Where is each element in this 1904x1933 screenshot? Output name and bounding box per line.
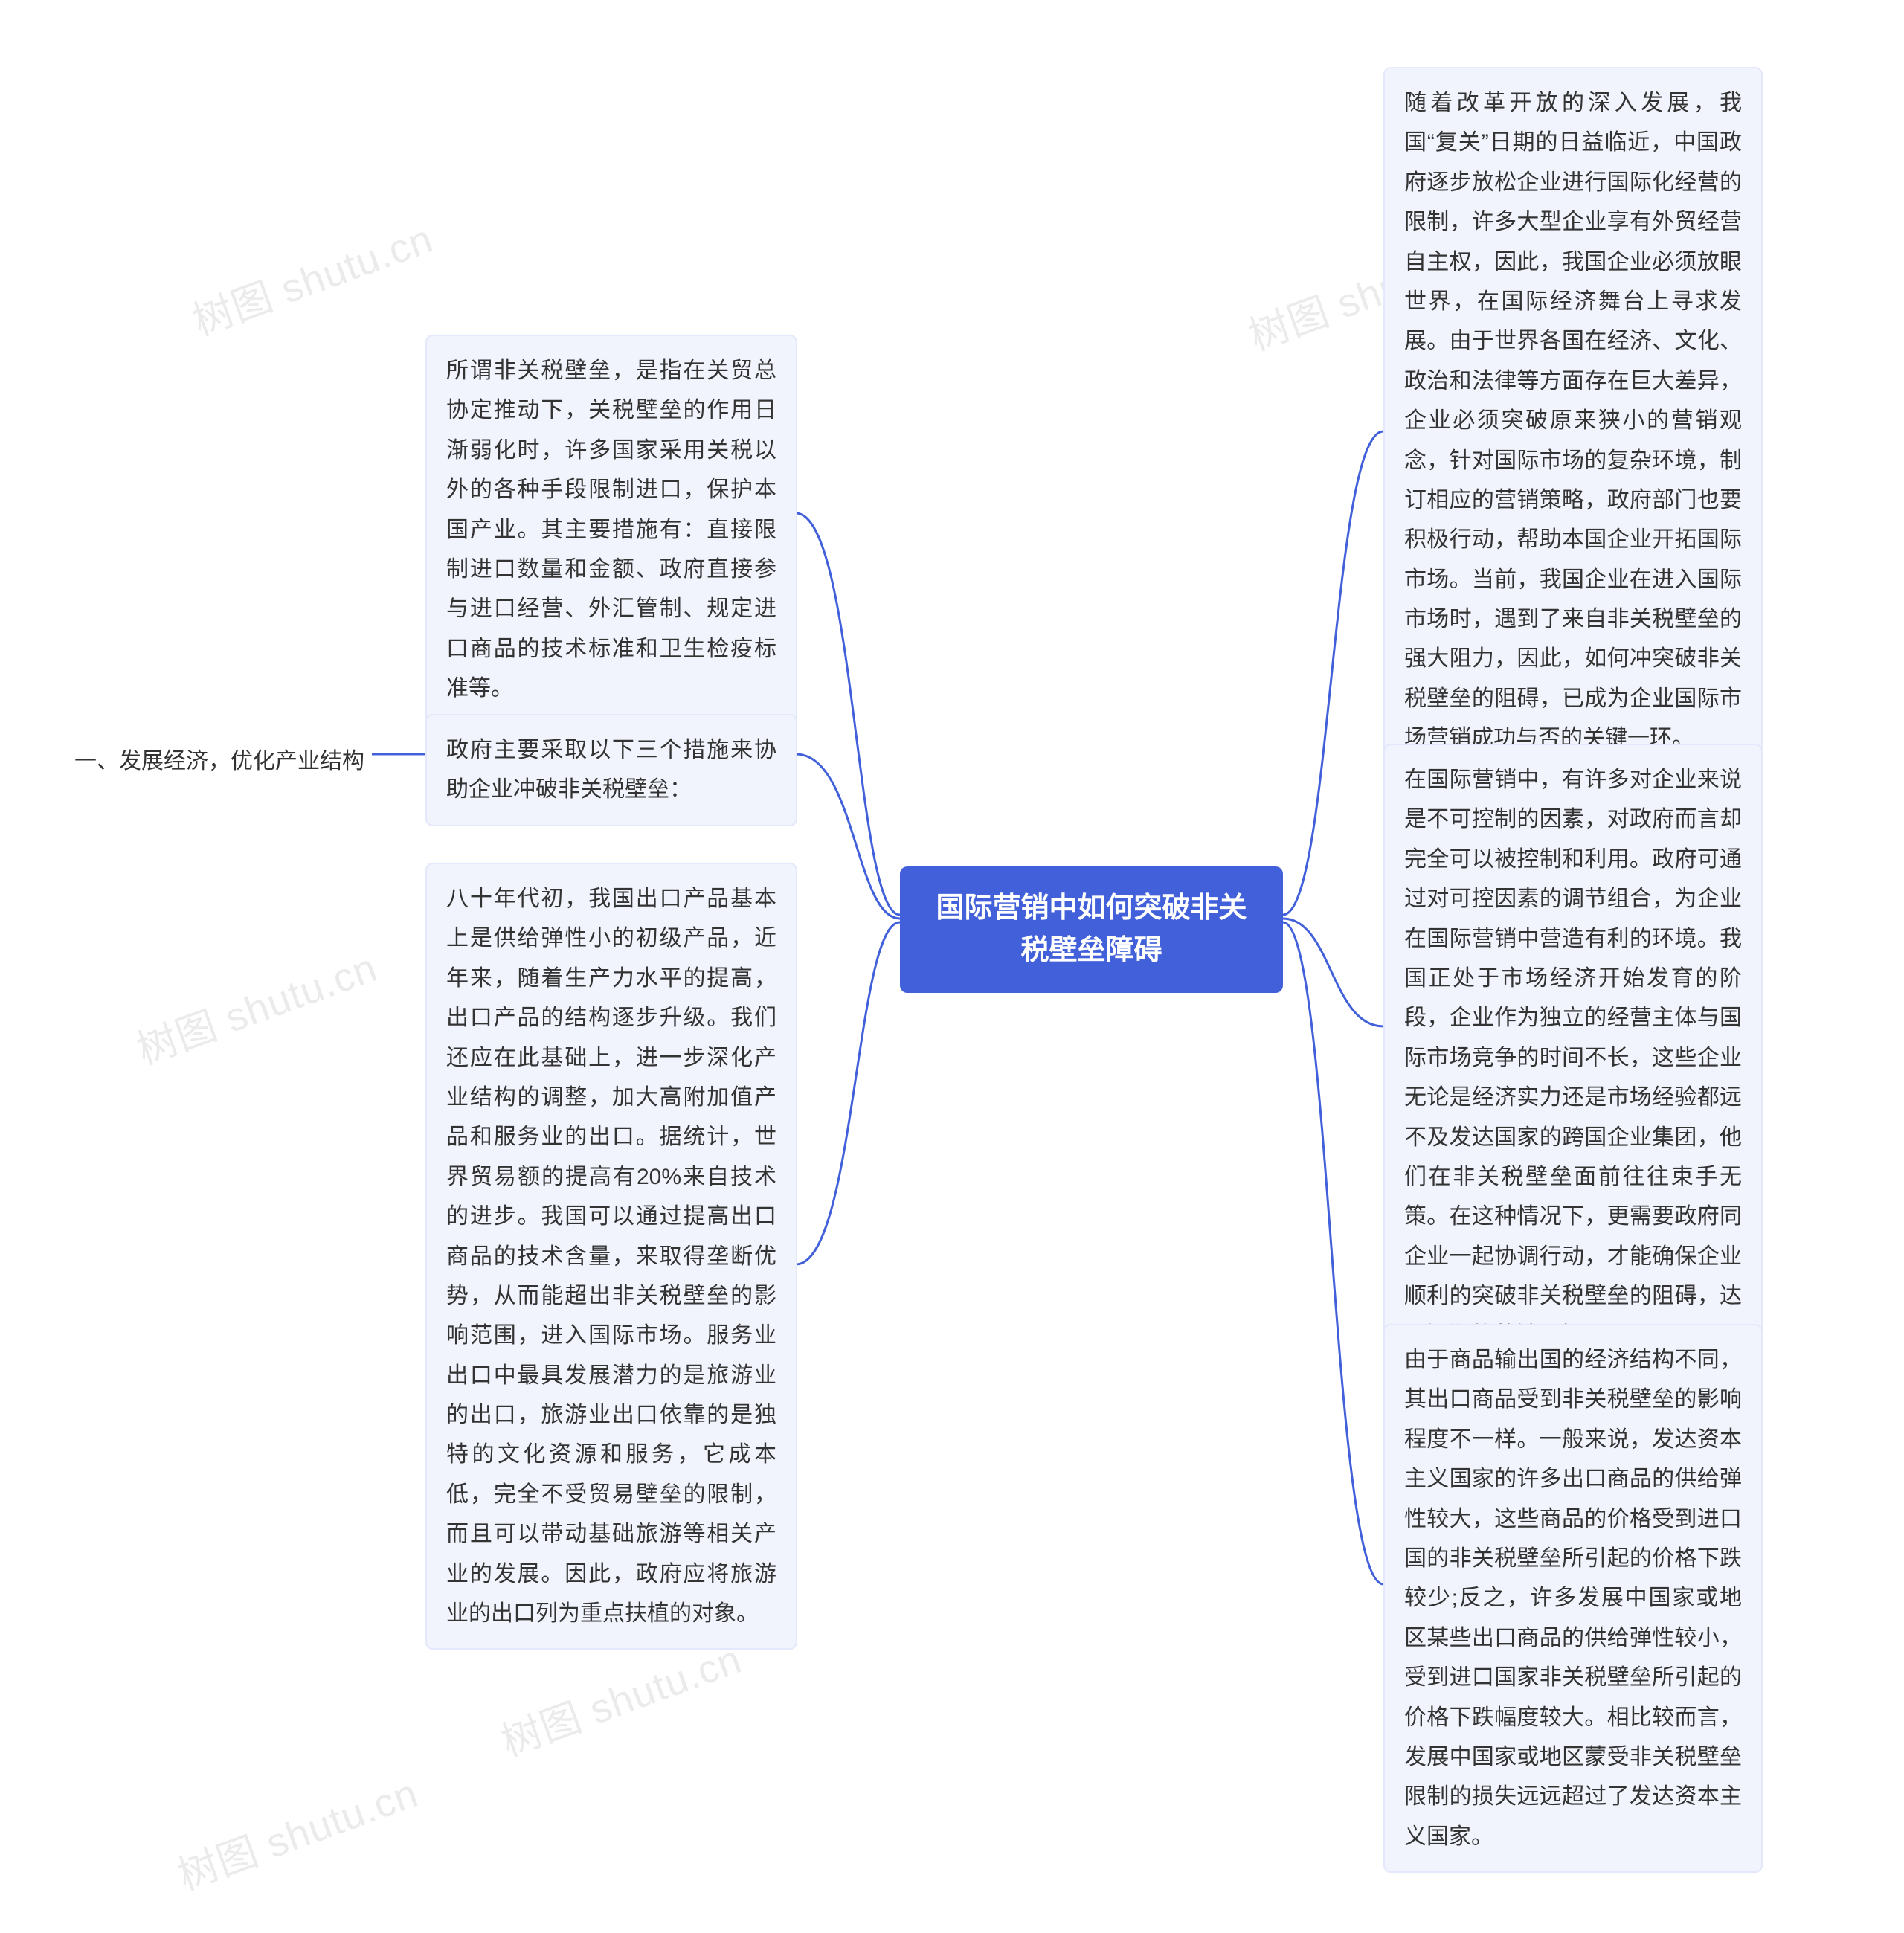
center-line2: 税壁垒障碍 bbox=[925, 930, 1258, 972]
right-node-c-text: 由于商品输出国的经济结构不同，其出口商品受到非关税壁垒的影响程度不一样。一般来说… bbox=[1404, 1348, 1742, 1849]
left-node-a-text: 所谓非关税壁垒，是指在关贸总协定推动下，关税壁垒的作用日渐弱化时，许多国家采用关… bbox=[446, 358, 776, 701]
watermark: 树图 shutu.cn bbox=[183, 206, 440, 347]
right-node-c: 由于商品输出国的经济结构不同，其出口商品受到非关税壁垒的影响程度不一样。一般来说… bbox=[1383, 1324, 1763, 1873]
left-sub-b-text: 一、发展经济，优化产业结构 bbox=[74, 749, 364, 773]
left-node-c-text: 八十年代初，我国出口产品基本上是供给弹性小的初级产品，近年来，随着生产力水平的提… bbox=[446, 887, 776, 1626]
right-node-a: 随着改革开放的深入发展，我国“复关”日期的日益临近，中国政府逐步放松企业进行国际… bbox=[1383, 67, 1763, 775]
right-node-b: 在国际营销中，有许多对企业来说是不可控制的因素，对政府而言却完全可以被控制和利用… bbox=[1383, 744, 1763, 1372]
watermark: 树图 shutu.cn bbox=[168, 1760, 425, 1902]
left-node-a: 所谓非关税壁垒，是指在关贸总协定推动下，关税壁垒的作用日渐弱化时，许多国家采用关… bbox=[425, 335, 797, 725]
left-node-c: 八十年代初，我国出口产品基本上是供给弹性小的初级产品，近年来，随着生产力水平的提… bbox=[425, 863, 797, 1650]
center-line1: 国际营销中如何突破非关 bbox=[925, 887, 1258, 930]
center-node: 国际营销中如何突破非关 税壁垒障碍 bbox=[900, 866, 1283, 993]
left-node-b-text: 政府主要采取以下三个措施来协助企业冲破非关税壁垒： bbox=[446, 738, 776, 802]
right-node-b-text: 在国际营销中，有许多对企业来说是不可控制的因素，对政府而言却完全可以被控制和利用… bbox=[1404, 768, 1742, 1348]
left-node-b: 政府主要采取以下三个措施来协助企业冲破非关税壁垒： bbox=[425, 714, 797, 826]
watermark: 树图 shutu.cn bbox=[127, 935, 384, 1076]
left-sub-b: 一、发展经济，优化产业结构 bbox=[74, 742, 364, 775]
right-node-a-text: 随着改革开放的深入发展，我国“复关”日期的日益临近，中国政府逐步放松企业进行国际… bbox=[1404, 91, 1742, 750]
